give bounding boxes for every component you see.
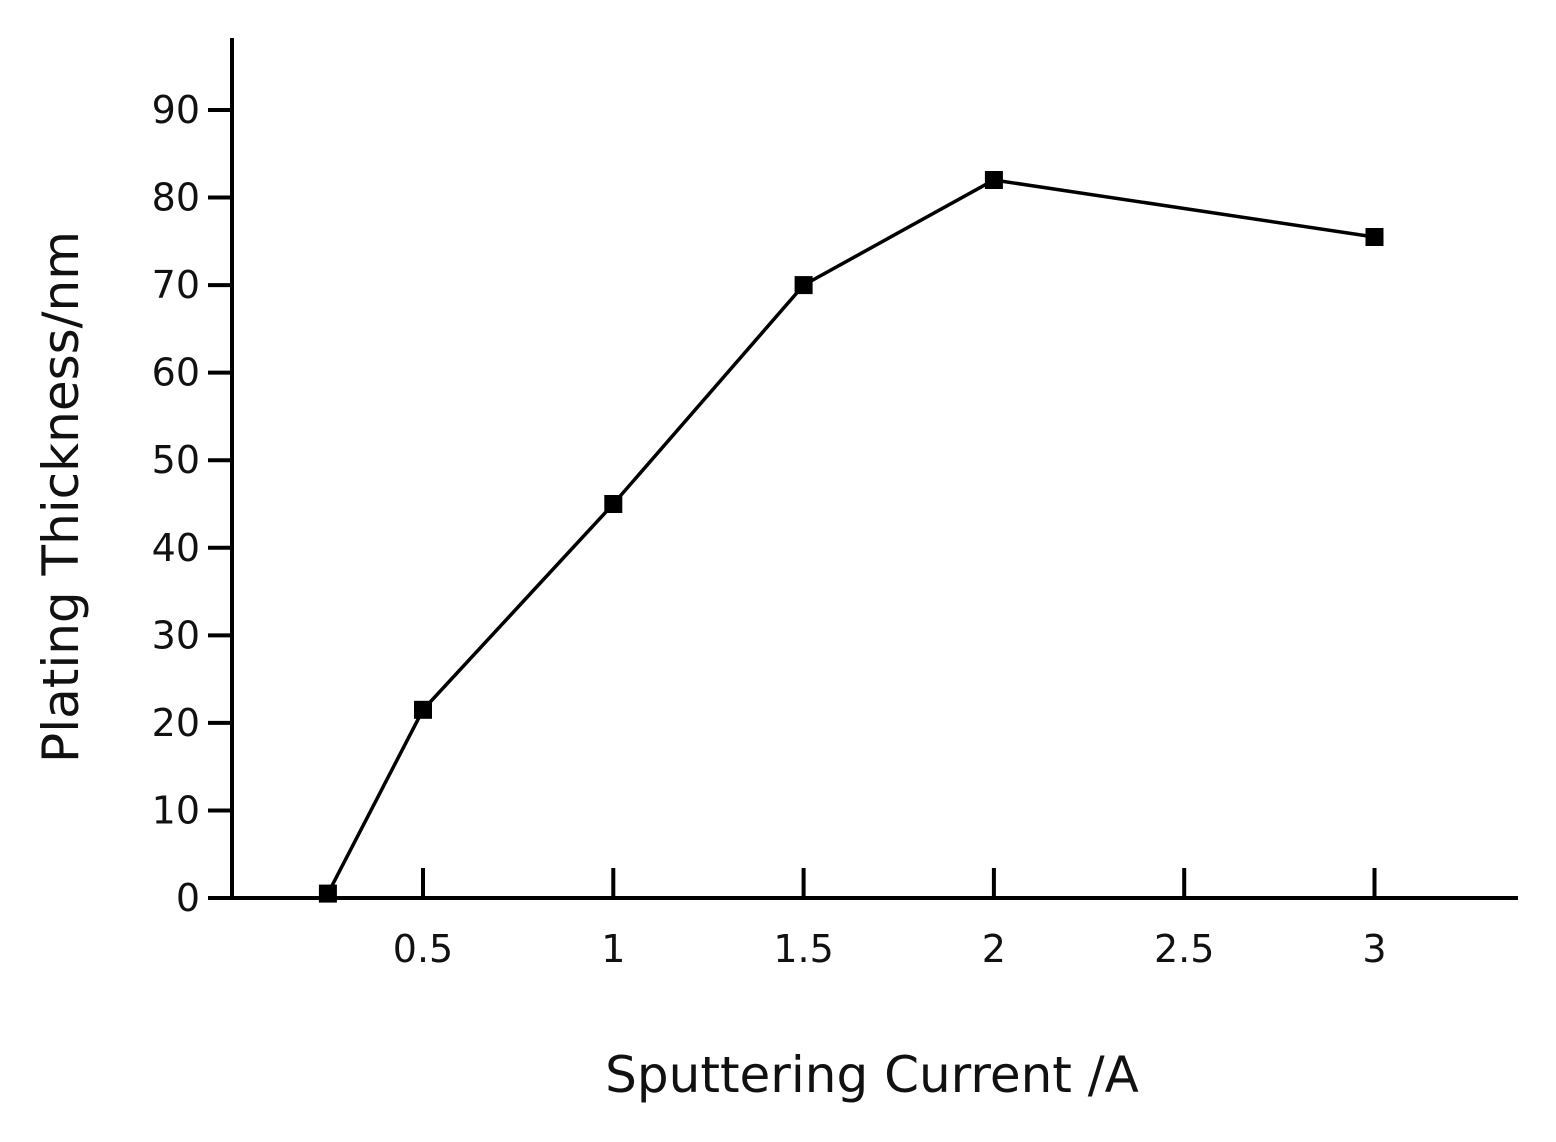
y-tick-label: 0 (176, 876, 200, 920)
data-point-marker (794, 276, 813, 295)
data-point-marker (1365, 228, 1384, 246)
y-axis: 0 10 20 30 40 50 60 70 80 90 (152, 38, 234, 920)
y-tick-label: 30 (152, 613, 200, 657)
x-tick-label: 1.5 (773, 927, 833, 971)
x-tick-label: 0.5 (393, 927, 453, 971)
y-tick-label: 90 (152, 88, 200, 132)
x-axis: 0.5 1 1.5 2 2.5 3 (230, 868, 1518, 971)
data-point-marker (318, 884, 337, 903)
y-tick-label: 20 (152, 701, 200, 745)
x-tick-label: 3 (1362, 927, 1386, 971)
data-point-marker (604, 495, 623, 513)
y-axis-title: Plating Thickness/nm (32, 231, 90, 763)
y-tick-label: 60 (152, 351, 200, 395)
y-tick-label: 80 (152, 176, 200, 220)
x-tick-label: 1 (601, 927, 625, 971)
x-axis-title: Sputtering Current /A (605, 1046, 1139, 1104)
x-tick-label: 2 (982, 927, 1006, 971)
y-tick-label: 10 (152, 788, 200, 832)
x-tick-label: 2.5 (1154, 927, 1214, 971)
data-point-marker (414, 700, 432, 719)
y-tick-label: 40 (152, 526, 200, 570)
y-tick-label: 50 (152, 438, 200, 482)
series-line (326, 178, 1375, 895)
y-tick-label: 70 (152, 263, 200, 307)
series-group (318, 171, 1384, 903)
data-point-marker (984, 171, 1003, 189)
